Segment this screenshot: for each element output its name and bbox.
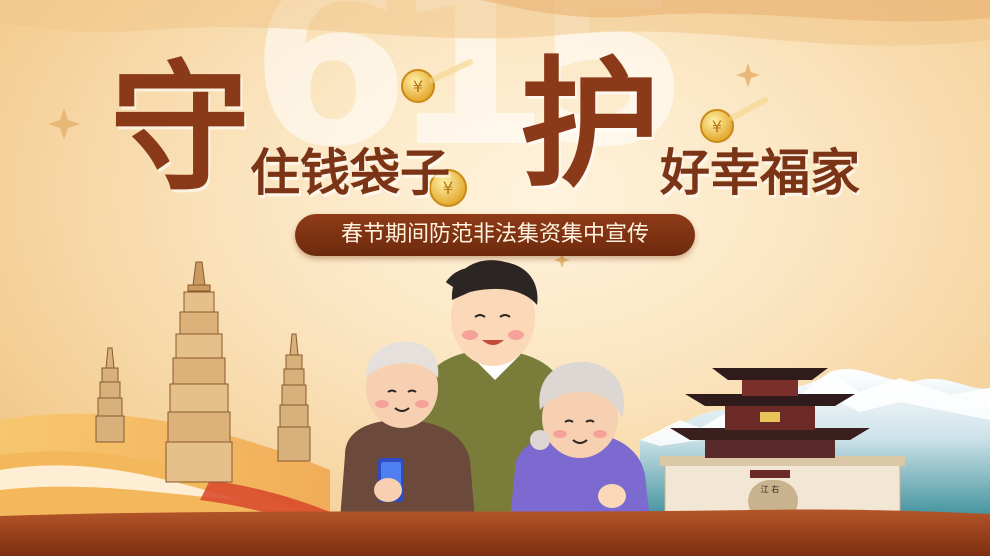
gold-coin-icon: ¥ xyxy=(401,59,473,103)
sparkle-icon xyxy=(48,63,760,268)
ground-band xyxy=(0,509,990,556)
svg-text:¥: ¥ xyxy=(413,77,423,96)
headline-big-char-1: 守 xyxy=(110,48,251,211)
pagoda-main xyxy=(165,261,233,483)
top-cloud-band-2 xyxy=(480,0,990,22)
white-wave xyxy=(0,465,240,500)
gold-coin-icon: ¥ xyxy=(429,169,467,207)
subtitle-banner: 春节期间防范非法集资集中宣传 xyxy=(295,214,695,256)
landmark-sign: 江 右 xyxy=(761,484,780,494)
svg-text:¥: ¥ xyxy=(443,179,454,199)
headline-small-text-1: 住钱袋子 xyxy=(250,144,450,202)
headline-big-char-2: 护 xyxy=(520,44,661,207)
pagoda-left xyxy=(95,347,125,443)
headline-small-text-2: 好幸福家 xyxy=(660,144,860,202)
svg-text:¥: ¥ xyxy=(712,117,722,136)
pagoda-right xyxy=(277,333,311,462)
grandpa xyxy=(340,341,475,520)
grandma xyxy=(510,361,650,520)
gold-coin-icon: ¥ xyxy=(700,97,768,143)
